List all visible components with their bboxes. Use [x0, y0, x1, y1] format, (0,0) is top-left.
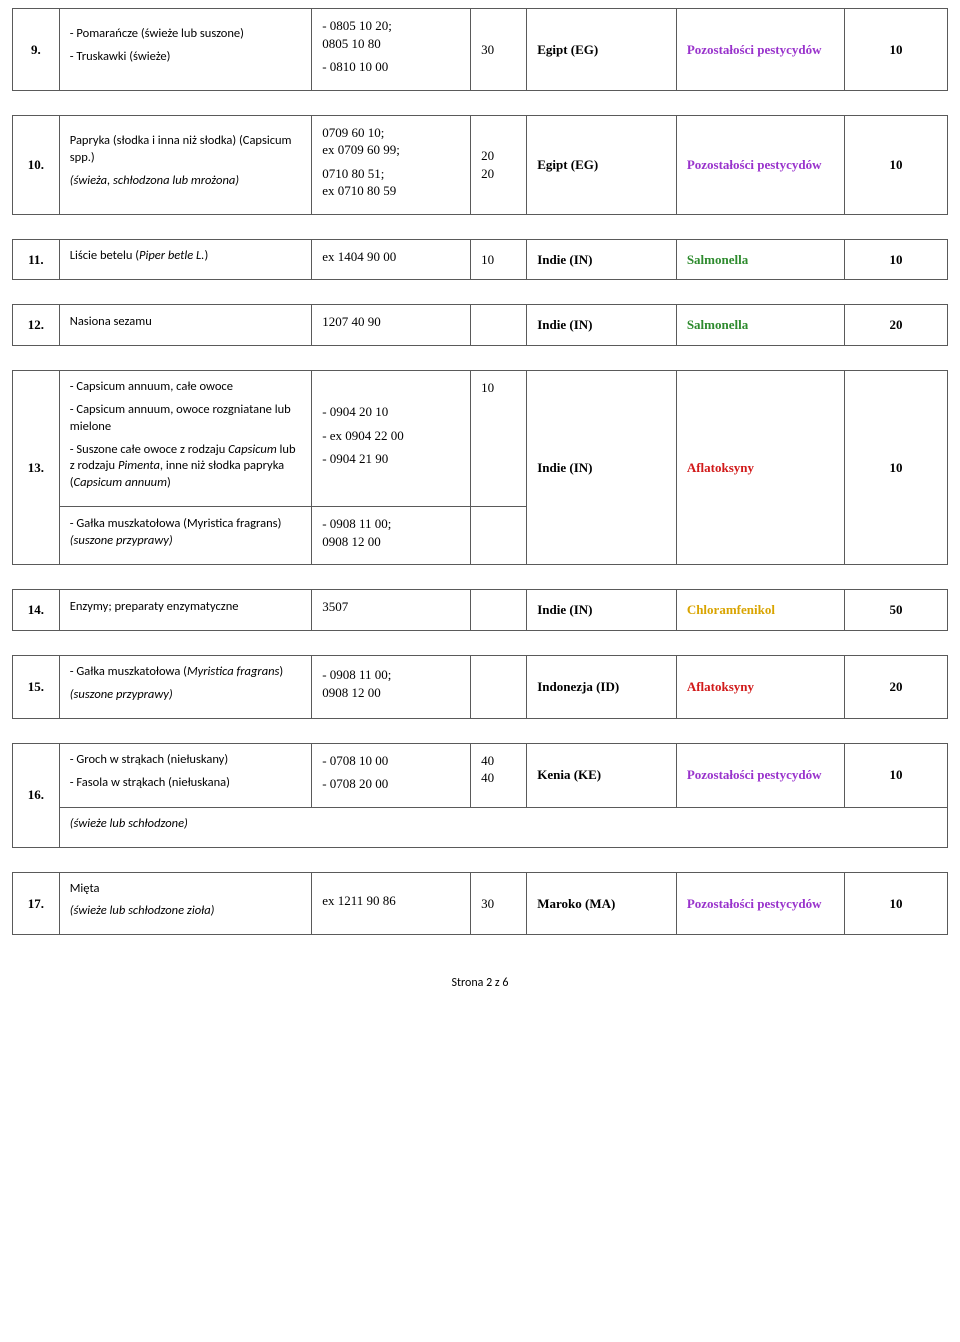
row-code: ex 1404 90 00 [312, 239, 471, 280]
row-last: 20 [845, 305, 948, 346]
table-row: 13.- Capsicum annuum, całe owoce- Capsic… [12, 370, 948, 565]
row-country: Indie (IN) [527, 239, 677, 280]
row-code: - 0908 11 00; 0908 12 00 [312, 655, 471, 718]
row-number: 15. [13, 655, 60, 718]
row-desc: Mięta(świeże lub schłodzone zioła) [59, 872, 311, 935]
row-last: 10 [845, 9, 948, 91]
row-hazard: Pozostałości pestycydów [676, 115, 844, 214]
row-country: Kenia (KE) [527, 743, 677, 807]
row-desc: - Gałka muszkatołowa (Myristica fragrans… [59, 655, 311, 718]
row-number: 14. [13, 590, 60, 631]
row-number: 12. [13, 305, 60, 346]
row-last: 10 [845, 370, 948, 564]
row-country: Egipt (EG) [527, 115, 677, 214]
row-desc: - Groch w strąkach (niełuskany)- Fasola … [59, 743, 311, 807]
row-pct: 30 [471, 9, 527, 91]
table-row: 14.Enzymy; preparaty enzymatyczne 3507 In… [12, 589, 948, 631]
row-number: 9. [13, 9, 60, 91]
row-number: 13. [13, 370, 60, 564]
row-code: 0709 60 10;ex 0709 60 99;0710 80 51;ex 0… [312, 115, 471, 214]
row-code: ex 1211 90 86 [312, 872, 471, 935]
row-desc: Liście betelu (Piper betle L.) [59, 239, 311, 280]
row-hazard: Pozostałości pestycydów [676, 872, 844, 935]
row-hazard: Chloramfenikol [676, 590, 844, 631]
row-desc: Papryka (słodka i inna niż słodka) (Caps… [59, 115, 311, 214]
row-desc: - Pomarańcze (świeże lub suszone)- Trusk… [59, 9, 311, 91]
table-row: 11.Liście betelu (Piper betle L.)ex 1404… [12, 239, 948, 281]
tables-container: 9.- Pomarańcze (świeże lub suszone)- Tru… [12, 8, 948, 935]
row-pct: 4040 [471, 743, 527, 807]
row-desc-tail: (świeże lub schłodzone) [59, 807, 947, 847]
table-row: 12.Nasiona sezamu1207 40 90 Indie (IN)Sal… [12, 304, 948, 346]
row-last: 50 [845, 590, 948, 631]
table-row: 15.- Gałka muszkatołowa (Myristica fragr… [12, 655, 948, 719]
row-country: Indie (IN) [527, 590, 677, 631]
row-code: - 0805 10 20; 0805 10 80- 0810 10 00 [312, 9, 471, 91]
row-pct: 10 [471, 370, 527, 506]
row-pct [471, 507, 527, 565]
row-desc: - Capsicum annuum, całe owoce- Capsicum … [59, 370, 311, 506]
row-hazard: Salmonella [676, 305, 844, 346]
table-row: 10.Papryka (słodka i inna niż słodka) (C… [12, 115, 948, 215]
row-code: 1207 40 90 [312, 305, 471, 346]
page-footer: Strona 2 z 6 [12, 975, 948, 991]
row-number: 11. [13, 239, 60, 280]
row-code: 3507 [312, 590, 471, 631]
row-code: - 0708 10 00- 0708 20 00 [312, 743, 471, 807]
row-pct: 2020 [471, 115, 527, 214]
row-last: 10 [845, 872, 948, 935]
row-number: 16. [13, 743, 60, 847]
row-code: - 0908 11 00; 0908 12 00 [312, 507, 471, 565]
table-row: 9.- Pomarańcze (świeże lub suszone)- Tru… [12, 8, 948, 91]
row-country: Indonezja (ID) [527, 655, 677, 718]
row-hazard: Aflatoksyny [676, 655, 844, 718]
row-last: 10 [845, 743, 948, 807]
row-country: Indie (IN) [527, 370, 677, 564]
row-code: - 0904 20 10- ex 0904 22 00- 0904 21 90 [312, 370, 471, 506]
table-row: 17.Mięta(świeże lub schłodzone zioła)ex … [12, 872, 948, 936]
row-country: Maroko (MA) [527, 872, 677, 935]
row-number: 17. [13, 872, 60, 935]
row-last: 20 [845, 655, 948, 718]
row-last: 10 [845, 239, 948, 280]
row-country: Egipt (EG) [527, 9, 677, 91]
row-pct: 10 [471, 239, 527, 280]
row-hazard: Salmonella [676, 239, 844, 280]
row-desc: Enzymy; preparaty enzymatyczne [59, 590, 311, 631]
row-country: Indie (IN) [527, 305, 677, 346]
row-hazard: Pozostałości pestycydów [676, 743, 844, 807]
row-desc: Nasiona sezamu [59, 305, 311, 346]
row-hazard: Aflatoksyny [676, 370, 844, 564]
row-pct [471, 655, 527, 718]
table-row: 16.- Groch w strąkach (niełuskany)- Faso… [12, 743, 948, 848]
row-last: 10 [845, 115, 948, 214]
row-pct [471, 590, 527, 631]
row-desc: - Gałka muszkatołowa (Myristica fragrans… [59, 507, 311, 565]
row-number: 10. [13, 115, 60, 214]
row-pct: 30 [471, 872, 527, 935]
row-pct [471, 305, 527, 346]
row-hazard: Pozostałości pestycydów [676, 9, 844, 91]
